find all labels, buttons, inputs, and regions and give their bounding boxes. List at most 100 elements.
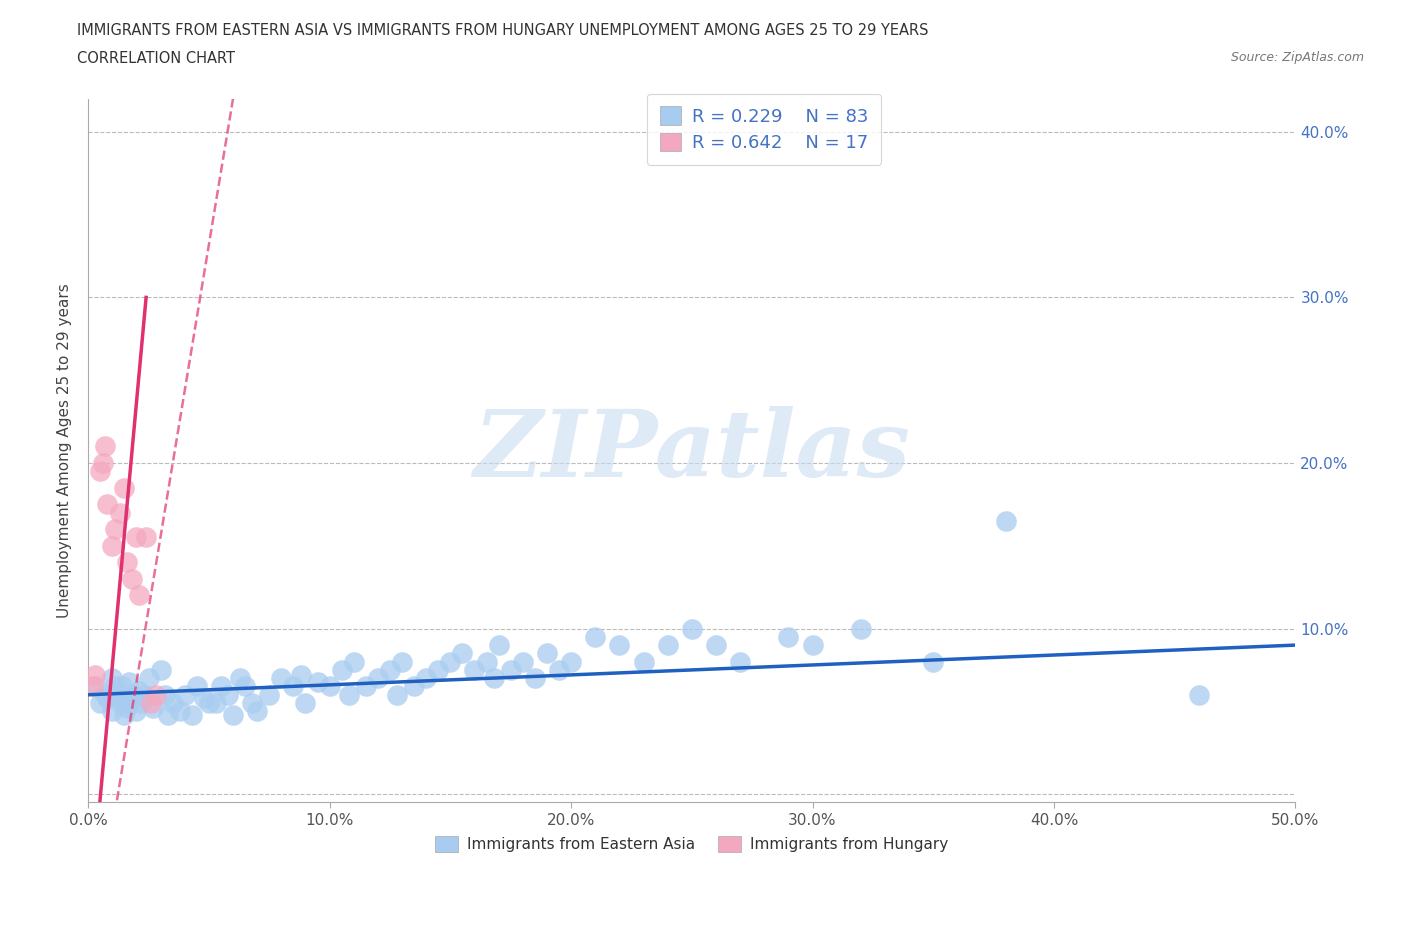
Point xyxy=(96,497,118,512)
Point xyxy=(439,654,461,669)
Point xyxy=(89,464,111,479)
Point xyxy=(609,638,631,653)
Point xyxy=(89,696,111,711)
Point xyxy=(290,668,312,683)
Point xyxy=(128,684,150,699)
Point xyxy=(108,696,131,711)
Point xyxy=(367,671,389,685)
Point xyxy=(801,638,824,653)
Point xyxy=(156,707,179,722)
Point xyxy=(404,679,426,694)
Point xyxy=(246,704,269,719)
Point xyxy=(283,679,305,694)
Point xyxy=(922,654,945,669)
Point xyxy=(633,654,655,669)
Point xyxy=(548,662,571,677)
Point xyxy=(994,513,1017,528)
Point xyxy=(91,456,114,471)
Point xyxy=(451,646,474,661)
Point xyxy=(294,696,316,711)
Point xyxy=(318,679,340,694)
Point xyxy=(391,654,413,669)
Point xyxy=(125,704,148,719)
Point xyxy=(704,638,727,653)
Point xyxy=(354,679,377,694)
Point xyxy=(111,679,134,694)
Point xyxy=(193,691,215,706)
Point xyxy=(728,654,751,669)
Point xyxy=(488,638,510,653)
Point xyxy=(115,555,138,570)
Point xyxy=(427,662,450,677)
Point xyxy=(82,679,104,694)
Text: ZIPatlas: ZIPatlas xyxy=(474,405,910,496)
Point xyxy=(307,674,329,689)
Point xyxy=(512,654,534,669)
Point xyxy=(229,671,252,685)
Point xyxy=(129,696,152,711)
Point xyxy=(104,522,127,537)
Point xyxy=(181,707,204,722)
Point xyxy=(121,571,143,586)
Point xyxy=(270,671,292,685)
Point xyxy=(209,679,232,694)
Point xyxy=(482,671,505,685)
Point xyxy=(343,654,366,669)
Point xyxy=(173,687,195,702)
Text: CORRELATION CHART: CORRELATION CHART xyxy=(77,51,235,66)
Point xyxy=(118,674,141,689)
Point xyxy=(849,621,872,636)
Point xyxy=(101,704,124,719)
Point xyxy=(463,662,485,677)
Point xyxy=(155,687,177,702)
Point xyxy=(169,704,191,719)
Point xyxy=(115,700,138,715)
Point xyxy=(378,662,401,677)
Point xyxy=(84,679,107,694)
Point xyxy=(112,707,135,722)
Point xyxy=(1188,687,1211,702)
Point xyxy=(94,687,117,702)
Point xyxy=(132,687,155,702)
Text: Source: ZipAtlas.com: Source: ZipAtlas.com xyxy=(1230,51,1364,64)
Point xyxy=(105,687,128,702)
Point xyxy=(778,630,800,644)
Point xyxy=(499,662,522,677)
Point xyxy=(583,630,606,644)
Point xyxy=(125,530,148,545)
Point xyxy=(415,671,437,685)
Point xyxy=(681,621,703,636)
Point xyxy=(222,707,245,722)
Point xyxy=(142,700,165,715)
Point xyxy=(139,696,162,711)
Point xyxy=(162,696,184,711)
Point xyxy=(205,696,228,711)
Point xyxy=(149,662,172,677)
Point xyxy=(101,671,124,685)
Point xyxy=(198,696,221,711)
Point xyxy=(257,687,280,702)
Point xyxy=(101,538,124,553)
Point xyxy=(135,530,157,545)
Point xyxy=(108,505,131,520)
Point xyxy=(94,439,117,454)
Point xyxy=(337,687,360,702)
Point xyxy=(560,654,582,669)
Point xyxy=(138,671,160,685)
Point xyxy=(145,687,167,702)
Text: IMMIGRANTS FROM EASTERN ASIA VS IMMIGRANTS FROM HUNGARY UNEMPLOYMENT AMONG AGES : IMMIGRANTS FROM EASTERN ASIA VS IMMIGRAN… xyxy=(77,23,929,38)
Point xyxy=(96,691,118,706)
Point xyxy=(233,679,256,694)
Point xyxy=(186,679,208,694)
Point xyxy=(330,662,353,677)
Point xyxy=(112,696,135,711)
Point xyxy=(523,671,546,685)
Point xyxy=(122,691,145,706)
Point xyxy=(475,654,498,669)
Point xyxy=(84,668,107,683)
Y-axis label: Unemployment Among Ages 25 to 29 years: Unemployment Among Ages 25 to 29 years xyxy=(58,283,72,618)
Point xyxy=(217,687,239,702)
Point xyxy=(121,687,143,702)
Point xyxy=(387,687,409,702)
Point xyxy=(128,588,150,603)
